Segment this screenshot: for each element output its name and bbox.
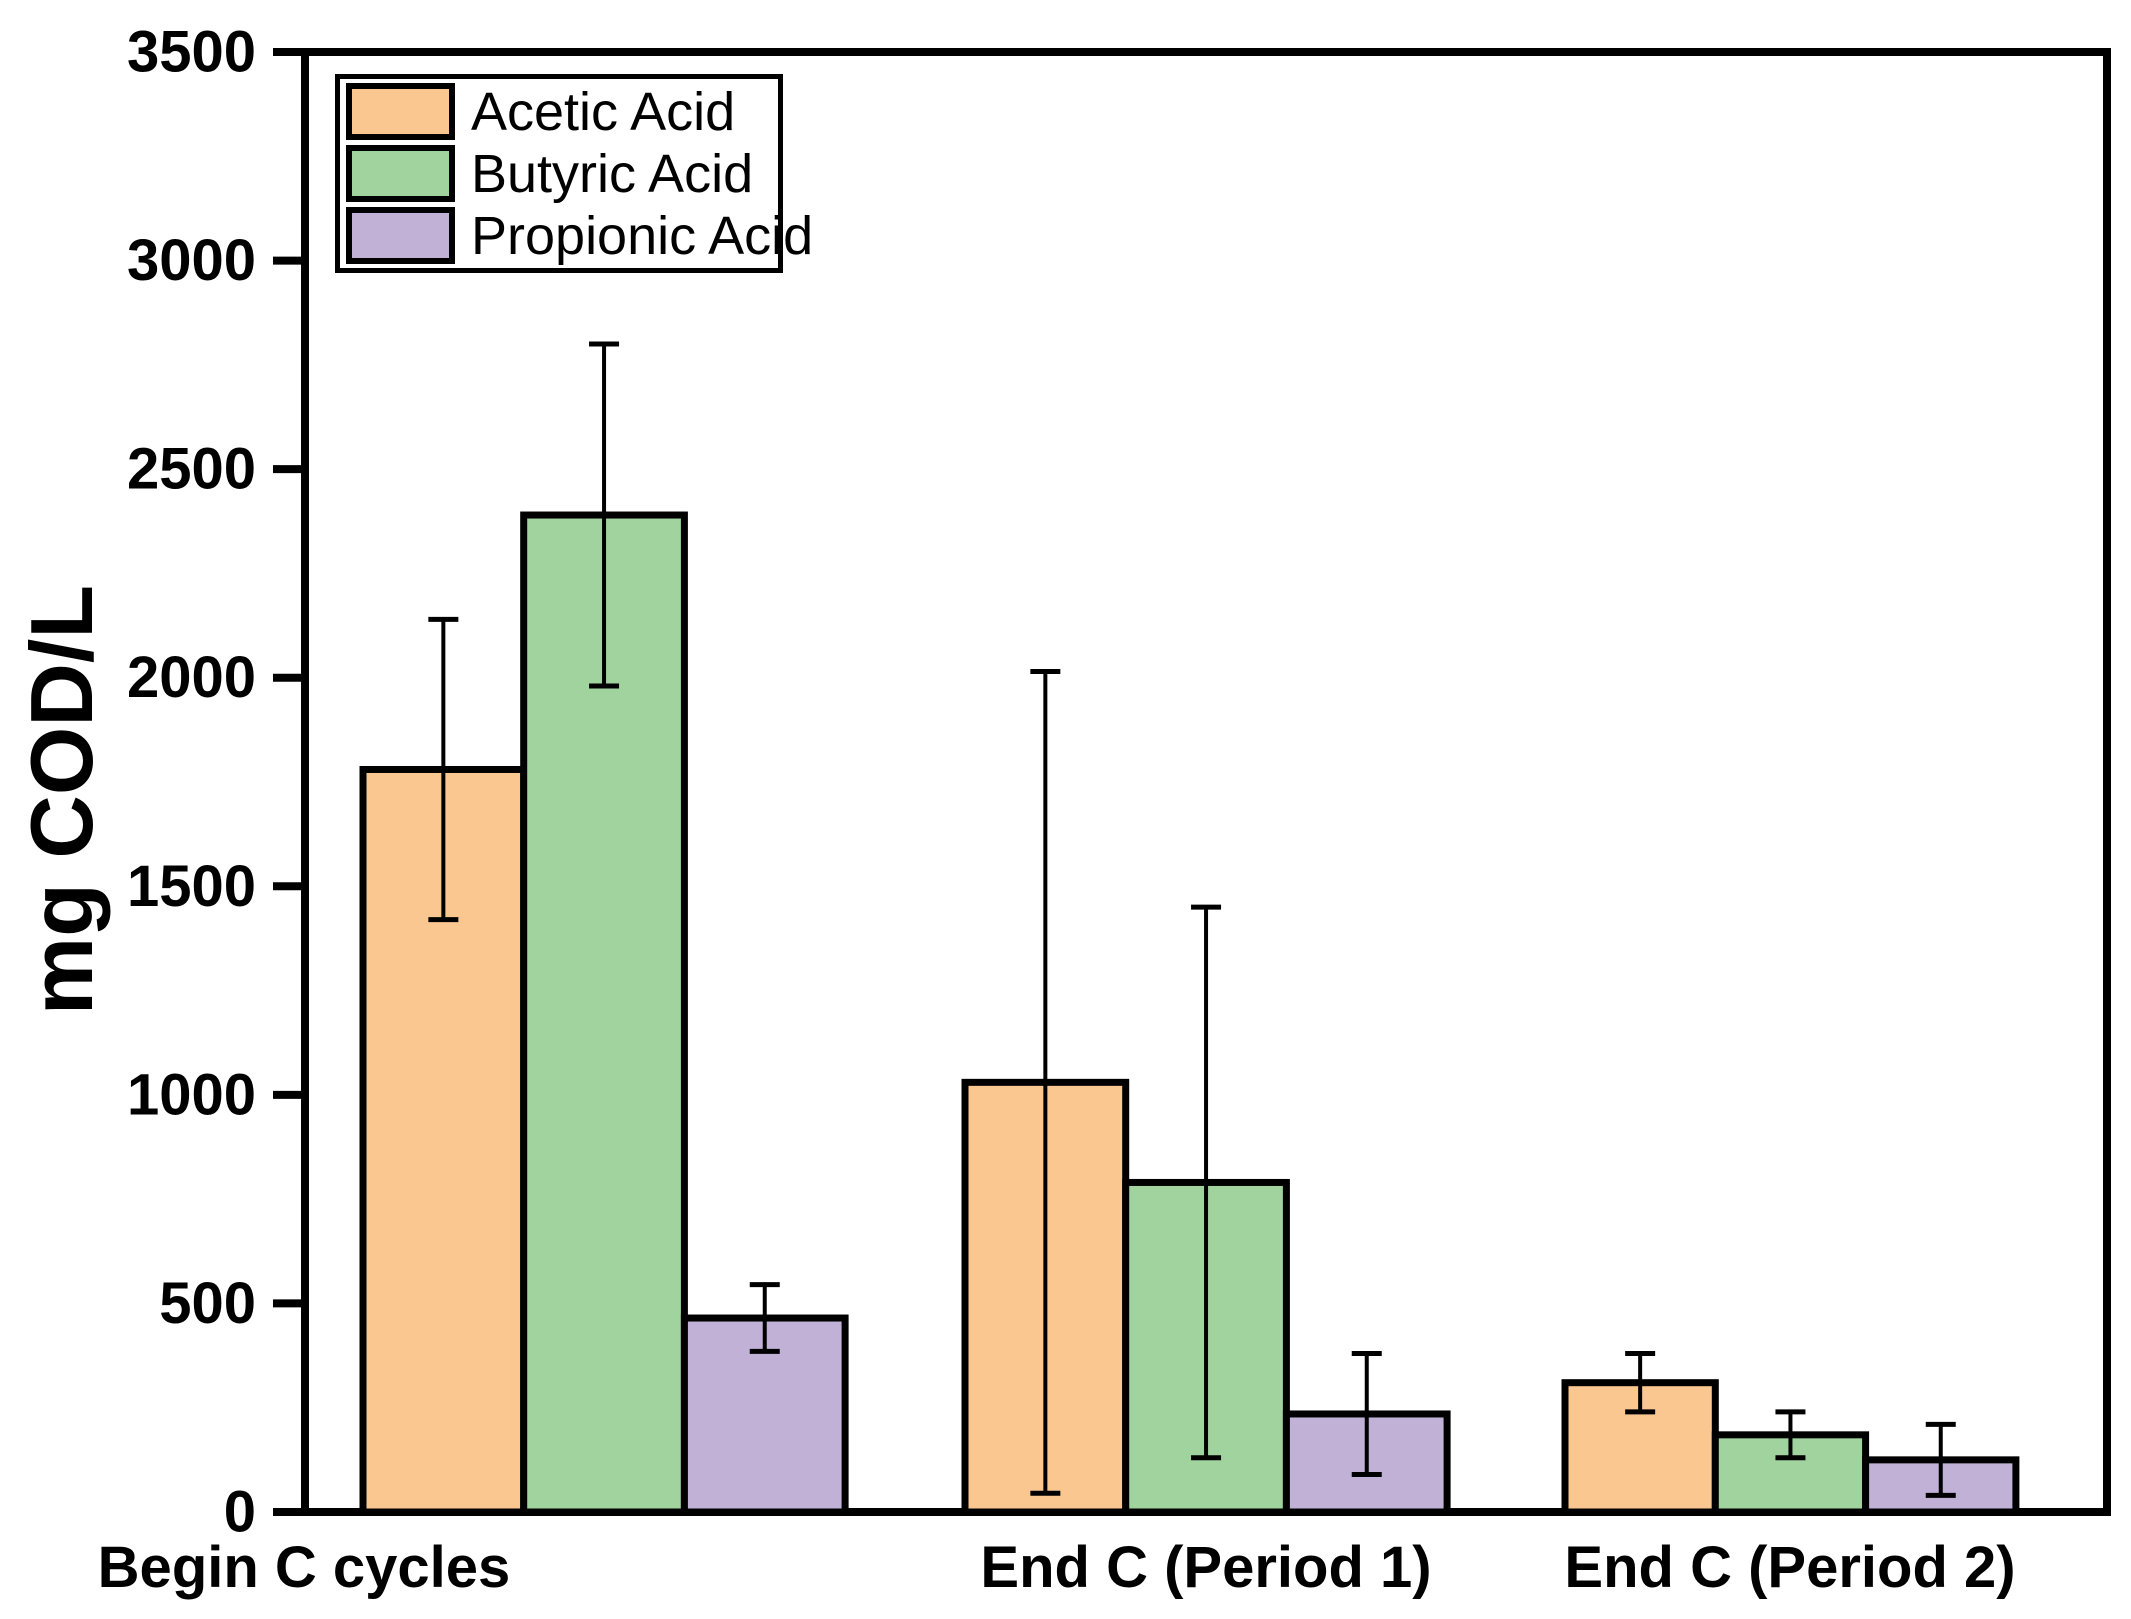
x-axis-label-end-c-period-2: End C (Period 2) [1564, 1535, 2016, 1600]
legend-label-butyric-acid: Butyric Acid [471, 143, 754, 204]
legend-swatch-acetic-acid [346, 83, 455, 140]
y-tick-label-500: 500 [159, 1271, 256, 1336]
y-tick-label-2500: 2500 [127, 437, 256, 502]
legend: Acetic Acid Butyric Acid Propionic Acid [335, 74, 813, 273]
y-tick-label-1000: 1000 [127, 1062, 256, 1127]
legend-swatch-butyric-acid [346, 145, 455, 202]
legend-item-butyric-acid: Butyric Acid [346, 143, 778, 204]
legend-swatch-propionic-acid [346, 207, 455, 264]
y-tick-label-2000: 2000 [127, 645, 256, 710]
legend-label-propionic-acid: Propionic Acid [471, 205, 814, 266]
y-tick-label-0: 0 [224, 1480, 256, 1545]
bar-propionic-acid-group2 [1282, 1410, 1451, 1516]
legend-item-acetic-acid: Acetic Acid [346, 81, 778, 142]
legend-item-propionic-acid: Propionic Acid [346, 206, 813, 266]
x-axis-label-end-c-period-1: End C (Period 1) [980, 1535, 1432, 1600]
y-tick-label-3000: 3000 [127, 228, 256, 293]
x-axis-label-begin-c-cycles: Begin C cycles [97, 1535, 511, 1600]
y-tick-label-1500: 1500 [127, 854, 256, 919]
legend-label-acetic-acid: Acetic Acid [471, 81, 736, 142]
y-axis-title: mg COD/L [12, 584, 111, 1016]
y-tick-label-3500: 3500 [127, 20, 256, 85]
